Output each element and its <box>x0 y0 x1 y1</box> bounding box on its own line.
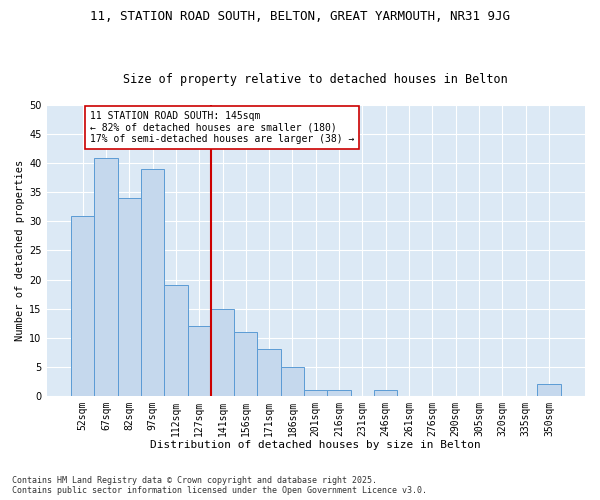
Bar <box>374 390 397 396</box>
Title: Size of property relative to detached houses in Belton: Size of property relative to detached ho… <box>124 73 508 86</box>
Bar <box>281 366 304 396</box>
Bar <box>304 390 328 396</box>
Bar <box>188 326 211 396</box>
Bar <box>211 308 234 396</box>
Bar <box>141 169 164 396</box>
Text: 11 STATION ROAD SOUTH: 145sqm
← 82% of detached houses are smaller (180)
17% of : 11 STATION ROAD SOUTH: 145sqm ← 82% of d… <box>89 111 354 144</box>
Bar <box>234 332 257 396</box>
Bar <box>164 286 188 396</box>
Text: Contains HM Land Registry data © Crown copyright and database right 2025.
Contai: Contains HM Land Registry data © Crown c… <box>12 476 427 495</box>
Bar <box>257 349 281 396</box>
Bar <box>537 384 560 396</box>
Y-axis label: Number of detached properties: Number of detached properties <box>15 160 25 341</box>
Bar <box>328 390 351 396</box>
Text: 11, STATION ROAD SOUTH, BELTON, GREAT YARMOUTH, NR31 9JG: 11, STATION ROAD SOUTH, BELTON, GREAT YA… <box>90 10 510 23</box>
Bar <box>118 198 141 396</box>
X-axis label: Distribution of detached houses by size in Belton: Distribution of detached houses by size … <box>151 440 481 450</box>
Bar <box>94 158 118 396</box>
Bar <box>71 216 94 396</box>
